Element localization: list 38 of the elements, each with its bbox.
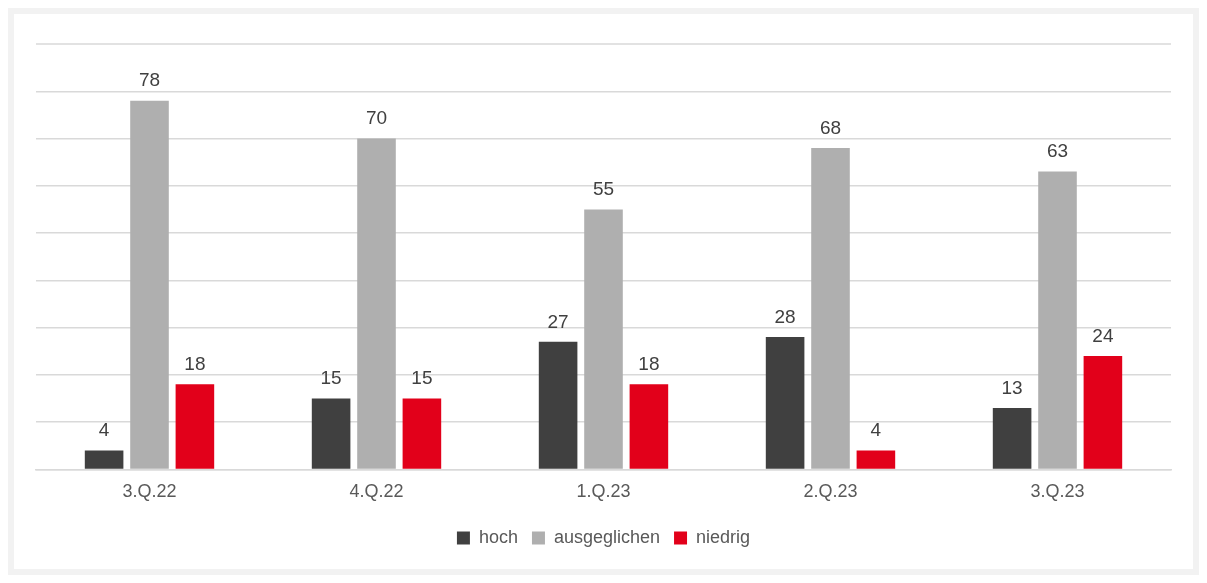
x-tick-label: 3.Q.23 <box>1030 481 1085 502</box>
bar <box>130 100 169 469</box>
bar <box>175 384 215 469</box>
data-label: 4 <box>870 419 882 441</box>
legend-label: hoch <box>478 526 518 547</box>
x-tick-label: 3.Q.22 <box>122 481 177 502</box>
data-label: 18 <box>638 353 660 375</box>
data-label: 24 <box>1092 324 1114 346</box>
bar <box>311 398 351 469</box>
data-label: 70 <box>365 107 388 129</box>
data-label: 4 <box>98 419 110 441</box>
bar <box>584 209 623 469</box>
data-label: 18 <box>184 353 206 375</box>
x-tick-label: 2.Q.23 <box>803 481 858 502</box>
data-label: 27 <box>547 310 569 332</box>
bar <box>765 337 805 469</box>
bar <box>1038 171 1077 469</box>
data-label: 13 <box>1001 376 1023 398</box>
data-label: 15 <box>411 367 433 389</box>
data-label: 55 <box>592 178 615 200</box>
x-tick-label: 1.Q.23 <box>576 481 631 502</box>
x-tick-label: 4.Q.22 <box>349 481 404 502</box>
bar <box>811 147 850 469</box>
bar <box>629 384 669 469</box>
data-label: 28 <box>774 305 796 327</box>
data-label: 63 <box>1046 140 1069 162</box>
legend-label: niedrig <box>696 526 751 547</box>
bar <box>84 450 124 469</box>
bar <box>856 450 896 469</box>
bar <box>992 407 1032 469</box>
data-label: 15 <box>320 367 342 389</box>
bar <box>402 398 442 469</box>
bar <box>538 341 578 469</box>
legend-label: ausgeglichen <box>553 526 661 547</box>
bar <box>357 138 396 469</box>
data-label: 78 <box>138 69 161 91</box>
data-label: 68 <box>819 116 842 138</box>
bar <box>1083 355 1123 469</box>
